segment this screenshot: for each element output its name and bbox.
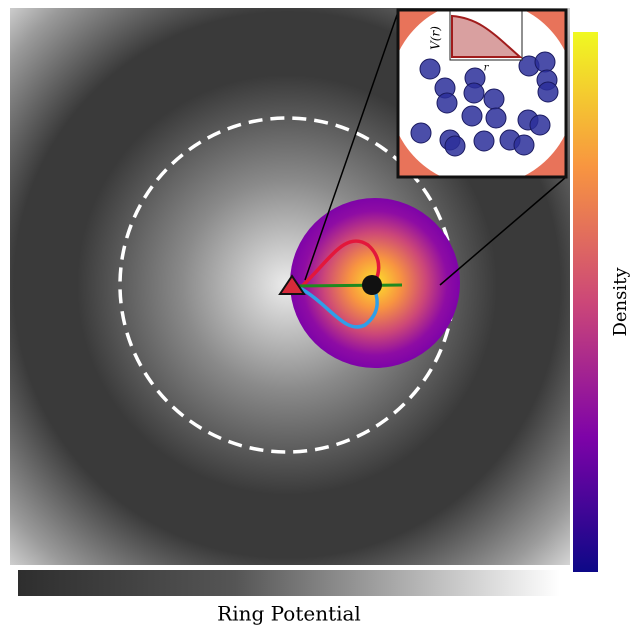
axis-line	[294, 283, 403, 288]
origin-marker	[278, 274, 306, 295]
potential-bar-label: Ring Potential	[217, 602, 361, 626]
potential-bar	[18, 570, 560, 596]
colorbar	[573, 32, 598, 572]
zoom-line	[439, 176, 567, 286]
trajectory-red	[298, 239, 381, 290]
particle	[362, 275, 382, 295]
zoom-line	[304, 11, 399, 281]
inset-x-label: r	[484, 63, 490, 74]
colorbar-label: Density	[610, 267, 631, 337]
trajectory-blue	[299, 284, 379, 329]
mini-curve	[451, 14, 523, 58]
inset: V(r) r	[398, 10, 566, 177]
inset-y-label: V(r)	[429, 26, 443, 50]
inset-frame	[396, 8, 568, 179]
